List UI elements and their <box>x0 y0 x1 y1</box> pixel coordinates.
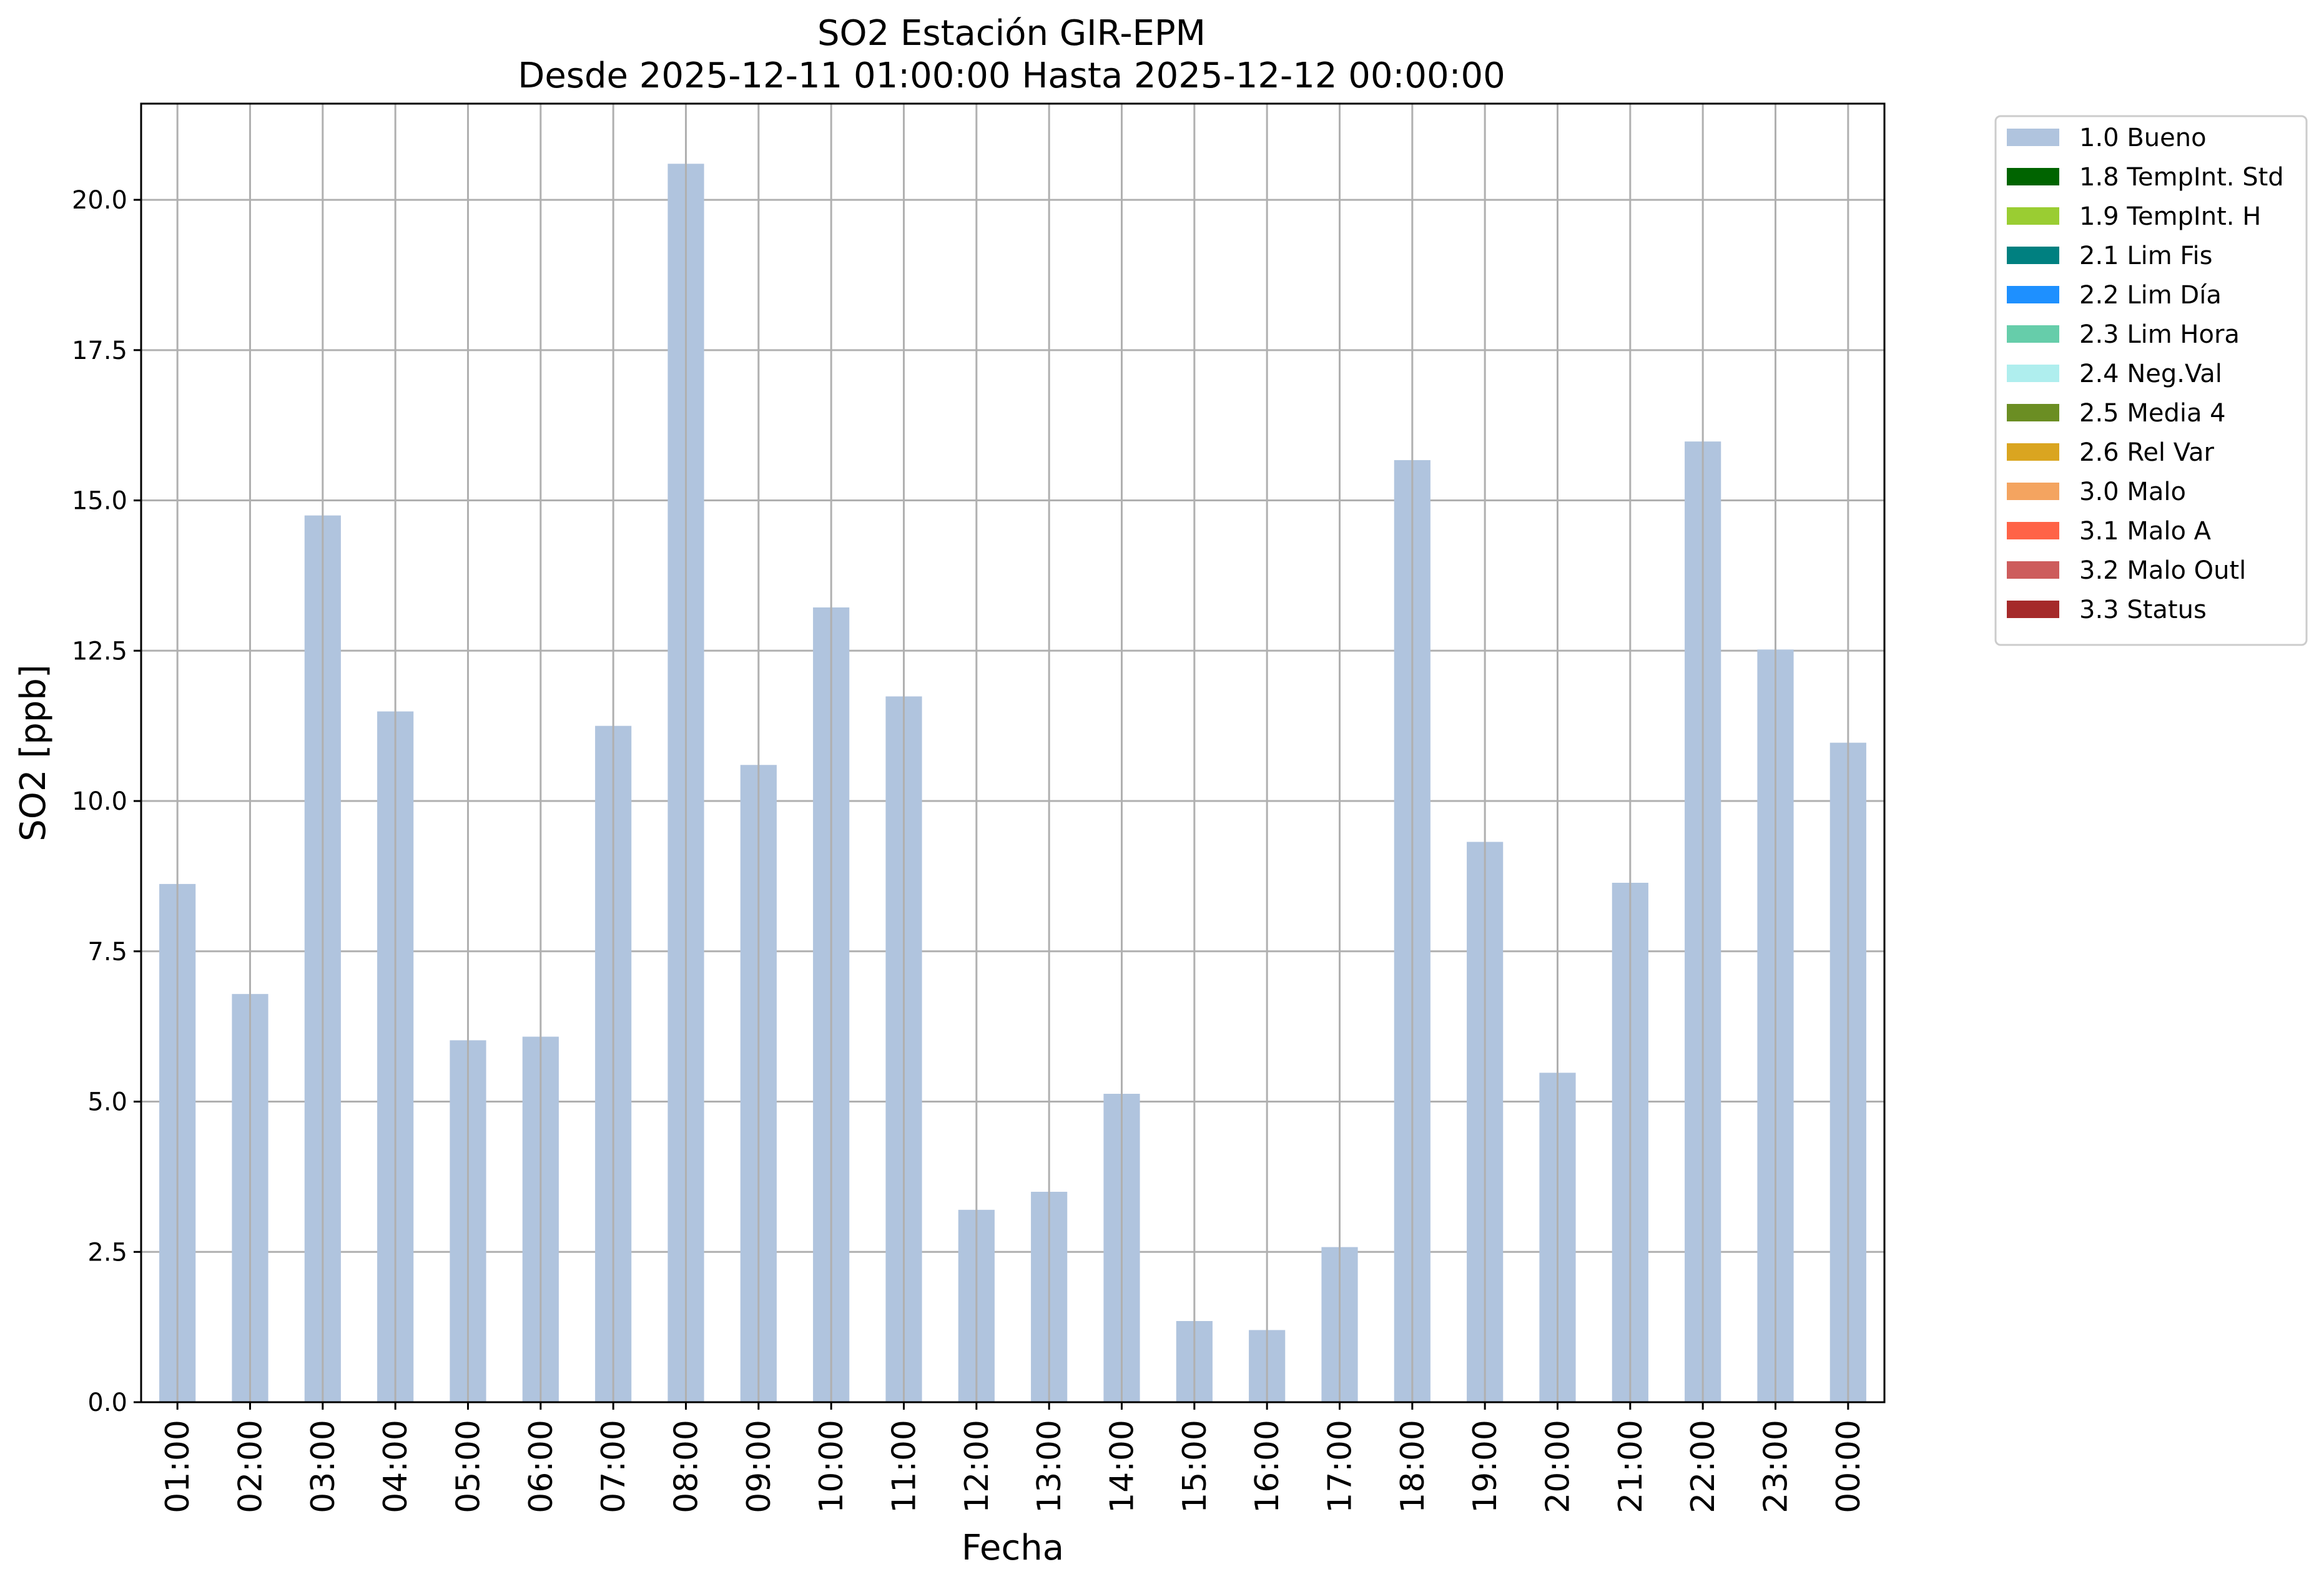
legend-label: 2.4 Neg.Val <box>2079 360 2222 388</box>
legend-swatch <box>2007 404 2059 421</box>
legend-swatch <box>2007 286 2059 303</box>
legend-label: 2.3 Lim Hora <box>2079 320 2240 349</box>
chart-subtitle: Desde 2025-12-11 01:00:00 Hasta 2025-12-… <box>518 56 1505 96</box>
legend-label: 1.9 TempInt. H <box>2079 202 2261 231</box>
legend-swatch <box>2007 561 2059 579</box>
legend-label: 3.2 Malo Outl <box>2079 556 2246 585</box>
x-tick-label: 19:00 <box>1467 1420 1504 1513</box>
x-tick-label: 21:00 <box>1612 1420 1650 1513</box>
x-tick-label: 18:00 <box>1394 1420 1432 1513</box>
legend-label: 1.0 Bueno <box>2079 124 2207 152</box>
legend-label: 2.1 Lim Fis <box>2079 242 2212 270</box>
y-tick-label: 15.0 <box>72 487 127 516</box>
x-tick-label: 11:00 <box>886 1420 923 1513</box>
legend-swatch <box>2007 443 2059 461</box>
legend-box <box>1994 115 2308 646</box>
legend-swatch <box>2007 365 2059 382</box>
legend-label: 3.1 Malo A <box>2079 517 2212 546</box>
vertical-grid-lines <box>176 104 1849 1402</box>
grid-lines <box>141 199 1884 1403</box>
legend-swatch <box>2007 522 2059 539</box>
legend-label: 2.2 Lim Día <box>2079 281 2222 310</box>
legend: 1.0 Bueno 1.8 TempInt. Std 1.9 TempInt. H 2… <box>1994 115 2308 646</box>
x-tick-label: 17:00 <box>1322 1420 1359 1513</box>
x-tick-label: 16:00 <box>1249 1420 1286 1513</box>
x-tick-label: 05:00 <box>450 1420 488 1513</box>
x-tick-label: 13:00 <box>1031 1420 1068 1513</box>
x-tick-label: 03:00 <box>305 1420 342 1513</box>
y-tick-label: 10.0 <box>72 787 127 816</box>
x-tick-label: 10:00 <box>813 1420 850 1513</box>
legend-label: 2.6 Rel Var <box>2079 438 2215 467</box>
plot-frame <box>140 102 1886 1403</box>
legend-swatch <box>2007 207 2059 225</box>
y-tick-label: 0.0 <box>87 1388 127 1417</box>
y-tick-label: 7.5 <box>87 938 127 966</box>
y-tick-label: 20.0 <box>72 186 127 215</box>
legend-label: 2.5 Media 4 <box>2079 399 2226 428</box>
x-tick-label: 04:00 <box>377 1420 415 1513</box>
y-tick-label: 5.0 <box>87 1088 127 1117</box>
y-tick-label: 2.5 <box>87 1238 127 1267</box>
x-tick-label: 00:00 <box>1830 1420 1868 1513</box>
x-tick-label: 08:00 <box>668 1420 706 1513</box>
x-axis-label: Fecha <box>962 1528 1064 1568</box>
legend-swatch <box>2007 483 2059 500</box>
x-tick-label: 02:00 <box>232 1420 270 1513</box>
y-axis: 0.0 2.5 5.0 7.5 10.0 12.5 15.0 17.5 20.0 <box>72 186 141 1417</box>
legend-swatch <box>2007 129 2059 146</box>
legend-label: 1.8 TempInt. Std <box>2079 163 2284 192</box>
y-axis-label: SO2 [ppb] <box>13 664 54 841</box>
x-tick-label: 20:00 <box>1540 1420 1577 1513</box>
legend-label: 3.3 Status <box>2079 596 2207 624</box>
y-tick-label: 17.5 <box>72 337 127 365</box>
x-tick-label: 01:00 <box>159 1420 197 1513</box>
legend-swatch <box>2007 247 2059 264</box>
legend-swatch <box>2007 168 2059 185</box>
x-tick-label: 06:00 <box>523 1420 560 1513</box>
x-tick-label: 22:00 <box>1685 1420 1722 1513</box>
legend-swatch <box>2007 601 2059 618</box>
x-tick-label: 07:00 <box>595 1420 633 1513</box>
y-tick-label: 12.5 <box>72 637 127 666</box>
x-tick-label: 09:00 <box>741 1420 778 1513</box>
x-tick-label: 14:00 <box>1104 1420 1141 1513</box>
legend-swatch <box>2007 325 2059 343</box>
chart-title: SO2 Estación GIR-EPM <box>817 13 1206 54</box>
x-axis: 01:00 02:00 03:00 04:00 05:00 06:00 07:00 08:00… <box>159 1402 1868 1513</box>
x-tick-label: 12:00 <box>958 1420 996 1513</box>
x-tick-label: 23:00 <box>1758 1420 1795 1513</box>
x-tick-label: 15:00 <box>1176 1420 1214 1513</box>
legend-label: 3.0 Malo <box>2079 478 2186 506</box>
